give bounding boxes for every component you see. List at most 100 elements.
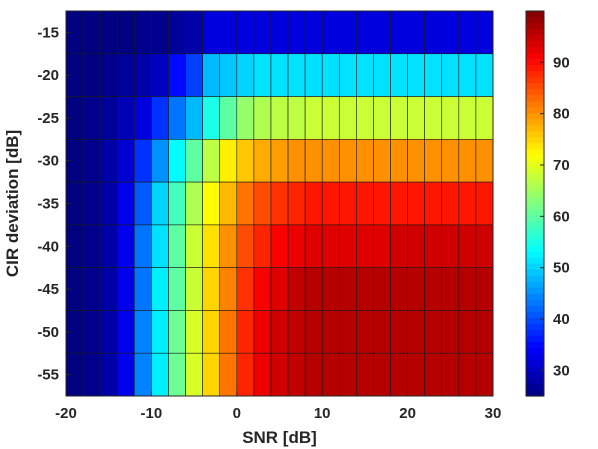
heatmap-cell (338, 352, 357, 397)
heatmap-cell (287, 224, 306, 268)
colorbar-segment (526, 335, 544, 343)
heatmap-cell (151, 53, 169, 97)
heatmap-cell (287, 310, 306, 354)
colorbar-segment (526, 83, 544, 90)
heatmap-cell (390, 310, 408, 354)
heatmap-cell (151, 310, 169, 354)
heatmap-cell (270, 10, 289, 55)
heatmap-cell (270, 53, 289, 97)
colorbar-segment (526, 149, 544, 156)
colorbar-segment (526, 383, 544, 391)
heatmap-cell (304, 53, 323, 97)
colorbar-tick-label: 90 (553, 54, 570, 71)
heatmap-cell (356, 181, 374, 226)
heatmap-cell (407, 10, 425, 55)
heatmap-cell (304, 310, 323, 354)
colorbar-segment (526, 41, 544, 48)
heatmap-cell (321, 139, 340, 183)
heatmap-cell (99, 96, 118, 140)
colorbar-segment (526, 299, 544, 307)
heatmap-cell (390, 96, 408, 140)
heatmap-cell (441, 224, 460, 268)
heatmap-cell (287, 53, 306, 97)
heatmap-cell (185, 267, 203, 311)
heatmap-cell (424, 352, 443, 397)
heatmap-cell (134, 139, 152, 183)
heatmap-cell (321, 10, 340, 55)
heatmap-cell (356, 139, 374, 183)
heatmap-cell (441, 53, 460, 97)
heatmap-cell (151, 352, 169, 397)
heatmap-cell (82, 224, 101, 268)
y-tick-label: -40 (37, 238, 59, 255)
colorbar-segment (526, 95, 544, 102)
heatmap-cell (202, 10, 221, 55)
heatmap-cell (441, 181, 460, 226)
heatmap-cell (390, 139, 408, 183)
heatmap-cell (441, 96, 460, 140)
heatmap-cell (99, 53, 118, 97)
colorbar-tick-label: 50 (553, 260, 570, 277)
heatmap-cell (185, 310, 203, 354)
heatmap-cell (202, 267, 221, 311)
heatmap-cell (219, 96, 238, 140)
heatmap-cell (253, 267, 272, 311)
heatmap-cell (270, 139, 289, 183)
colorbar-segment (526, 251, 544, 259)
heatmap-cell (168, 139, 186, 183)
heatmap-cell (373, 10, 391, 55)
heatmap-cell (441, 352, 460, 397)
colorbar-segment (526, 341, 544, 349)
x-axis-label: SNR [dB] (242, 428, 317, 447)
colorbar-segment (526, 275, 544, 283)
heatmap-cell (236, 96, 255, 140)
heatmap-cell (390, 352, 408, 397)
heatmap-cell (356, 10, 374, 55)
heatmap-cell (270, 310, 289, 354)
heatmap-cell (441, 267, 460, 311)
x-tick-label: 10 (314, 405, 331, 422)
heatmap-cell (99, 267, 118, 311)
heatmap-cell (270, 352, 289, 397)
heatmap-cell (321, 224, 340, 268)
heatmap-cell (253, 139, 272, 183)
heatmap-cell (407, 267, 425, 311)
colorbar-segment (526, 143, 544, 150)
colorbar-ticks: 30 40 50 60 70 80 90 (540, 54, 570, 379)
heatmap-cell (441, 310, 460, 354)
colorbar-segment (526, 215, 544, 223)
colorbar-segment (526, 377, 544, 385)
heatmap-cell (168, 352, 186, 397)
colorbar-segment (526, 287, 544, 295)
heatmap-cell (424, 139, 443, 183)
heatmap-cell (134, 96, 152, 140)
heatmap-cell (134, 10, 152, 55)
heatmap-cell (134, 310, 152, 354)
heatmap-cell (202, 352, 221, 397)
heatmap-cells (65, 10, 494, 397)
heatmap-cell (373, 310, 391, 354)
heatmap-cell (356, 96, 374, 140)
colorbar-frame (525, 10, 545, 397)
heatmap-cell (458, 53, 477, 97)
colorbar-segment (526, 203, 544, 211)
colorbar-segment (526, 77, 544, 84)
heatmap-cell (219, 310, 238, 354)
heatmap-cell (475, 267, 494, 311)
colorbar-segment (526, 185, 544, 193)
heatmap-cell (168, 224, 186, 268)
y-tick-label: -25 (37, 110, 59, 127)
y-tick-label: -30 (37, 153, 59, 170)
heatmap-cell (407, 96, 425, 140)
heatmap-cell (82, 267, 101, 311)
colorbar-segment (526, 137, 544, 144)
colorbar-segment (526, 227, 544, 235)
heatmap-cell (458, 10, 477, 55)
colorbar-segment (526, 119, 544, 126)
heatmap-cell (185, 96, 203, 140)
heatmap-cell (424, 267, 443, 311)
heatmap-cell (134, 181, 152, 226)
heatmap-cell (373, 181, 391, 226)
heatmap-cell (185, 139, 203, 183)
heatmap-cell (116, 310, 135, 354)
